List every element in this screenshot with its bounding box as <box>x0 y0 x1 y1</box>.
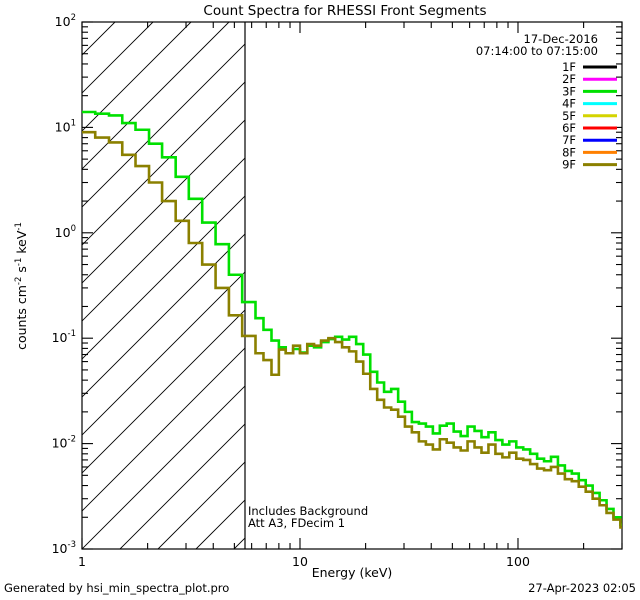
footer-timestamp: 27-Apr-2023 02:05 <box>528 581 636 595</box>
hatch-line <box>424 22 640 549</box>
annotation-attenuator: Att A3, FDecim 1 <box>248 516 345 530</box>
hatch-line <box>82 385 245 549</box>
hatch-line <box>82 119 245 284</box>
x-axis-tick-labels: 1 10 100 <box>78 554 530 569</box>
y-label-exp3: -1 <box>14 222 24 230</box>
page-title: Count Spectra for RHESSI Front Segments <box>203 3 486 19</box>
spectra-curves <box>82 110 622 529</box>
excluded-band-hatching <box>0 22 640 549</box>
svg-text:counts cm-2 s-1 keV-1: counts cm-2 s-1 keV-1 <box>14 222 29 350</box>
x-tick-label: 1 <box>78 554 86 569</box>
legend-label-7f: 7F <box>562 133 576 147</box>
hatch-line <box>82 271 245 436</box>
legend-label-1f: 1F <box>562 60 576 74</box>
hatch-line <box>82 22 230 170</box>
x-tick-label: 100 <box>506 554 530 569</box>
x-tick-label: 10 <box>292 554 308 569</box>
legend-label-8f: 8F <box>562 145 576 159</box>
y-tick-label: 10-3 <box>52 540 76 556</box>
y-label-mid: s <box>14 266 29 277</box>
spectrum-curve-3f <box>82 110 622 527</box>
axis-ticks <box>81 21 623 550</box>
y-tick-label: 101 <box>55 118 76 134</box>
hatch-line <box>82 22 192 132</box>
legend-time-range: 07:14:00 to 07:15:00 <box>476 44 598 58</box>
hatch-line <box>538 22 640 549</box>
y-label-main: counts cm <box>14 285 29 350</box>
y-tick-label: 10-2 <box>52 435 76 451</box>
hatch-line <box>386 22 640 549</box>
annotation-includes-background: Includes Background <box>248 504 368 518</box>
y-tick-label: 100 <box>55 224 76 240</box>
hatch-line <box>82 157 245 322</box>
spectrum-curve-9f <box>82 130 622 529</box>
y-axis-tick-labels: 102 101 100 10-1 10-2 10-3 <box>52 13 76 556</box>
legend-date: 17-Dec-2016 <box>524 32 598 46</box>
hatch-line <box>0 22 77 549</box>
hatch-line <box>82 233 245 398</box>
y-axis-label: counts cm-2 s-1 keV-1 <box>14 222 29 350</box>
y-tick-label: 102 <box>55 13 76 29</box>
hatch-line <box>310 22 640 549</box>
plot-frame <box>81 21 623 550</box>
footer-generated-by: Generated by hsi_min_spectra_plot.pro <box>4 581 229 595</box>
hatch-line <box>82 43 245 208</box>
legend-label-6f: 6F <box>562 121 576 135</box>
hatch-line <box>82 195 245 360</box>
legend-label-9f: 9F <box>562 158 576 172</box>
hatch-line <box>0 22 1 549</box>
legend-label-5f: 5F <box>562 109 576 123</box>
hatch-line <box>614 22 640 549</box>
hatch-line <box>576 22 640 549</box>
hatch-line <box>119 423 245 549</box>
y-label-exp2: -1 <box>14 258 24 266</box>
legend-label-3f: 3F <box>562 84 576 98</box>
hatch-line <box>82 347 245 512</box>
x-axis-label: Energy (keV) <box>312 565 393 580</box>
y-label-mid2: keV <box>14 230 29 257</box>
legend-label-4f: 4F <box>562 97 576 111</box>
hatch-line <box>272 22 640 549</box>
legend-label-2f: 2F <box>562 72 576 86</box>
hatch-line <box>82 81 245 246</box>
y-label-exp1: -2 <box>14 277 24 285</box>
hatch-line <box>82 309 245 474</box>
hatch-line <box>348 22 640 549</box>
hatch-line <box>233 537 245 549</box>
y-tick-label: 10-1 <box>52 329 76 345</box>
